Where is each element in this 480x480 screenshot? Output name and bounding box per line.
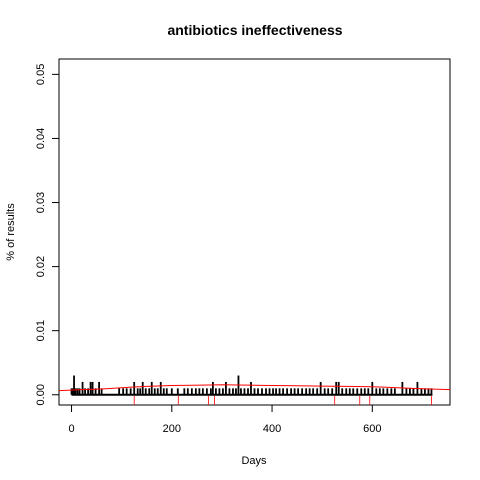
y-axis: 0.00 0.01 0.02 0.03 0.04 0.05	[35, 64, 60, 405]
rug-marks	[133, 396, 432, 405]
x-axis-label: Days	[241, 455, 267, 467]
y-tick-label: 0.02	[35, 256, 47, 277]
y-tick-label: 0.00	[35, 384, 47, 405]
chart-title: antibiotics ineffectiveness	[167, 22, 342, 38]
smooth-line	[58, 384, 451, 392]
y-tick-label: 0.01	[35, 320, 47, 341]
x-tick-label: 600	[363, 423, 381, 435]
y-tick-label: 0.04	[35, 128, 47, 149]
x-tick-label: 0	[68, 423, 74, 435]
x-tick-label: 400	[263, 423, 281, 435]
y-tick-label: 0.03	[35, 192, 47, 213]
y-axis-label: % of results	[5, 203, 17, 261]
y-tick-label: 0.05	[35, 64, 47, 85]
plot-frame	[58, 58, 451, 406]
x-tick-label: 200	[163, 423, 181, 435]
bars	[70, 375, 433, 396]
x-axis: 0 200 400 600	[68, 404, 381, 435]
